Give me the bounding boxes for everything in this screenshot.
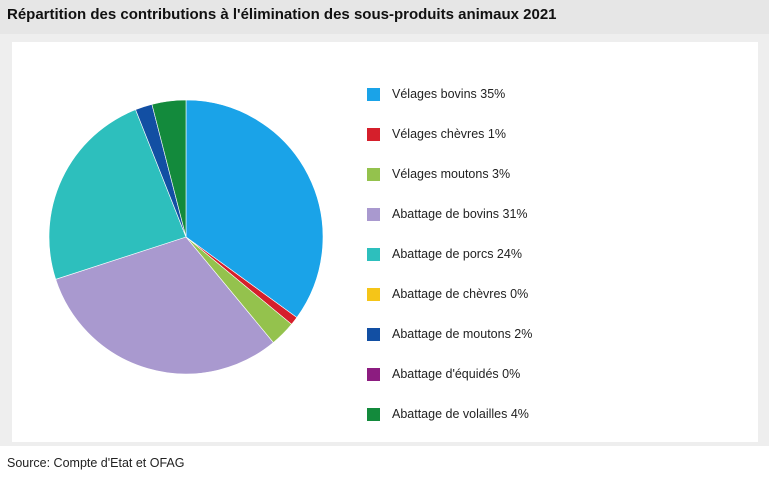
- chart-panel: Vélages bovins 35% Vélages chèvres 1% Véla…: [0, 34, 769, 446]
- legend-swatch: [367, 367, 380, 381]
- legend-item-abattage-de-moutons-2: Abattage de moutons 2%: [367, 314, 532, 354]
- legend-item-abattage-de-volailles-4: Abattage de volailles 4%: [367, 394, 532, 434]
- legend-item-velages-moutons-3: Vélages moutons 3%: [367, 154, 532, 194]
- title-bar: Répartition des contributions à l'élimin…: [0, 0, 769, 34]
- legend-label: Abattage de moutons 2%: [392, 327, 533, 341]
- legend-label: Abattage de porcs 24%: [392, 247, 522, 261]
- source-note: Source: Compte d'Etat et OFAG: [7, 456, 185, 470]
- legend-swatch: [367, 287, 380, 301]
- legend-swatch: [367, 87, 380, 101]
- legend-item-abattage-de-chevres-0: Abattage de chèvres 0%: [367, 274, 532, 314]
- legend-label: Abattage d'équidés 0%: [392, 367, 521, 381]
- legend-swatch: [367, 247, 380, 261]
- legend-item-velages-chevres-1: Vélages chèvres 1%: [367, 114, 532, 154]
- legend-swatch: [367, 407, 380, 421]
- legend-item-abattage-de-bovins-31: Abattage de bovins 31%: [367, 194, 532, 234]
- legend-label: Vélages chèvres 1%: [392, 127, 506, 141]
- legend-swatch: [367, 207, 380, 221]
- pie-chart: [48, 99, 324, 375]
- legend-swatch: [367, 127, 380, 141]
- legend-label: Vélages bovins 35%: [392, 87, 506, 101]
- legend-item-velages-bovins-35: Vélages bovins 35%: [367, 74, 532, 114]
- pie-slice-abattage-de-porcs-24: [48, 109, 187, 280]
- legend-label: Vélages moutons 3%: [392, 167, 511, 181]
- legend-label: Abattage de volailles 4%: [392, 407, 529, 421]
- legend-item-abattage-de-porcs-24: Abattage de porcs 24%: [367, 234, 532, 274]
- legend-swatch: [367, 167, 380, 181]
- legend-label: Abattage de bovins 31%: [392, 207, 528, 221]
- chart-title: Répartition des contributions à l'élimin…: [7, 6, 557, 23]
- legend-swatch: [367, 327, 380, 341]
- pie-slice-abattage-de-bovins-31: [55, 236, 274, 375]
- chart-legend: Vélages bovins 35% Vélages chèvres 1% Véla…: [367, 74, 532, 434]
- pie-slice-velages-bovins-35: [185, 99, 324, 318]
- chart-area: Vélages bovins 35% Vélages chèvres 1% Véla…: [12, 42, 758, 442]
- pie-slice-abattage-de-volailles-4: [151, 99, 187, 238]
- legend-item-abattage-d-equides-0: Abattage d'équidés 0%: [367, 354, 532, 394]
- legend-label: Abattage de chèvres 0%: [392, 287, 529, 301]
